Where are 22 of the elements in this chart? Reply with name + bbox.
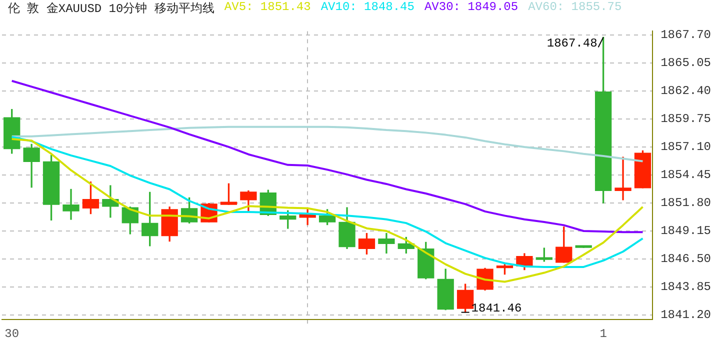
text: AV10: 1848.45 [320, 0, 414, 16]
x-tick-label: 1 [600, 326, 607, 341]
y-tick-label: 1859.75 [660, 112, 712, 126]
text: AV5: 1851.43 [224, 0, 311, 16]
y-tick-label: 1857.10 [660, 140, 712, 154]
candlestick [614, 156, 632, 200]
text: AV30: 1849.05 [424, 0, 518, 16]
text: AV60: 1855.75 [528, 0, 622, 16]
annotation: 1841.46 [471, 301, 522, 316]
y-tick-label: 1862.40 [660, 84, 712, 98]
candlestick [62, 188, 80, 220]
x-tick-label: 30 [4, 326, 20, 341]
chart-title: 伦 敦 金XAUUSD 10分钟 移动平均线 [8, 1, 214, 16]
y-tick-label: 1846.50 [660, 252, 712, 266]
y-tick-label: 1854.45 [660, 168, 712, 182]
y-tick-label: 1843.85 [660, 280, 712, 294]
y-tick-label: 1841.20 [660, 308, 712, 322]
y-tick-label: 1867.70 [660, 28, 712, 42]
y-tick-label: 1851.80 [660, 196, 712, 210]
y-tick-label: 1865.05 [660, 56, 712, 70]
y-tick-label: 1849.15 [660, 224, 712, 238]
annotation: 1867.48 [546, 36, 598, 50]
